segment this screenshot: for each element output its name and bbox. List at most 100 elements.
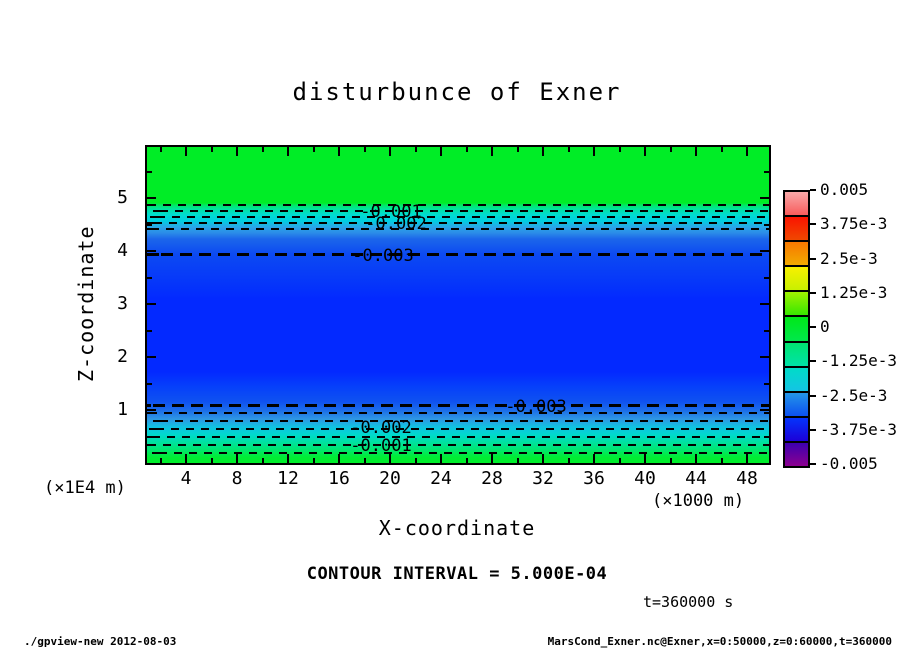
x-axis-minor-tick — [312, 458, 315, 463]
x-axis-title: X-coordinate — [378, 516, 536, 540]
contour-label: -0.003 — [505, 397, 567, 417]
x-axis-major-tick — [287, 147, 289, 156]
x-axis-major-tick — [338, 147, 340, 156]
z-axis-major-tick — [147, 303, 156, 305]
colorbar-segment — [785, 192, 808, 216]
contour-label: -0.001 — [360, 202, 422, 222]
x-axis-minor-tick — [159, 458, 162, 463]
z-tick-label: 5 — [117, 187, 128, 208]
contour-line — [147, 404, 769, 407]
x-axis-major-tick — [440, 454, 442, 463]
x-axis-major-tick — [389, 147, 391, 156]
colorbar-tick — [810, 257, 816, 260]
x-axis-minor-tick — [414, 458, 417, 463]
z-axis-minor-tick — [764, 435, 769, 438]
colorbar — [783, 190, 810, 468]
z-axis-major-tick — [760, 197, 769, 199]
x-tick-label: 32 — [532, 468, 554, 489]
colorbar-segment — [785, 265, 808, 291]
x-tick-label: 28 — [481, 468, 503, 489]
x-axis-minor-tick — [159, 147, 162, 152]
x-tick-label: 44 — [685, 468, 707, 489]
contour-line — [147, 210, 769, 212]
colorbar-tick — [810, 463, 816, 465]
x-axis-minor-tick — [720, 458, 723, 463]
colorbar-tick-label: 2.5e-3 — [820, 248, 878, 268]
colorbar-segment — [785, 290, 808, 316]
x-tick-label: 12 — [277, 468, 299, 489]
z-tick-label: 2 — [117, 346, 128, 367]
z-axis-minor-tick — [764, 382, 769, 385]
x-axis-minor-tick — [465, 458, 468, 463]
colorbar-tick — [810, 428, 816, 431]
x-axis-minor-tick — [618, 147, 621, 152]
colorbar-segment — [785, 340, 808, 366]
colorbar-tick-label: -1.25e-3 — [820, 351, 898, 371]
contour-line — [147, 428, 769, 430]
x-axis-major-tick — [746, 147, 748, 156]
x-axis-major-tick — [542, 147, 544, 156]
x-axis-minor-tick — [465, 147, 468, 152]
z-axis-major-tick — [147, 356, 156, 358]
footer-data-source: MarsCond_Exner.nc@Exner,x=0:50000,z=0:60… — [547, 635, 892, 648]
contour-line — [147, 216, 769, 218]
x-axis-minor-tick — [363, 147, 366, 152]
x-axis-major-tick — [338, 454, 340, 463]
x-axis-major-tick — [644, 147, 646, 156]
contour-line — [147, 420, 769, 422]
z-axis-minor-tick — [764, 329, 769, 332]
x-axis-unit: (×1000 m) — [652, 491, 745, 511]
x-axis-major-tick — [491, 147, 493, 156]
colorbar-tick — [810, 394, 816, 397]
z-axis-major-tick — [760, 356, 769, 358]
z-axis-unit: (×1E4 m) — [44, 478, 126, 498]
x-axis-major-tick — [542, 454, 544, 463]
footer-tool-version: ./gpview-new 2012-08-03 — [24, 635, 177, 648]
z-axis-minor-tick — [147, 382, 152, 385]
x-axis-major-tick — [593, 454, 595, 463]
colorbar-tick-label: -0.005 — [820, 454, 878, 473]
z-axis-major-tick — [147, 197, 156, 199]
x-axis-major-tick — [440, 147, 442, 156]
x-axis-major-tick — [185, 147, 187, 156]
colorbar-tick — [810, 189, 816, 191]
x-tick-label: 4 — [180, 468, 192, 489]
x-axis-minor-tick — [669, 147, 672, 152]
colorbar-tick — [810, 326, 816, 328]
x-axis-minor-tick — [261, 458, 264, 463]
colorbar-tick — [810, 360, 816, 363]
x-axis-major-tick — [236, 147, 238, 156]
x-axis-major-tick — [389, 454, 391, 463]
x-axis-major-tick — [287, 454, 289, 463]
contour-line — [147, 253, 769, 256]
x-axis-minor-tick — [210, 458, 213, 463]
x-axis-major-tick — [491, 454, 493, 463]
x-axis-minor-tick — [210, 147, 213, 152]
contour-line — [147, 412, 769, 414]
x-axis-minor-tick — [363, 458, 366, 463]
colorbar-tick-label: 0.005 — [820, 180, 869, 199]
contour-line — [147, 452, 769, 454]
x-axis-major-tick — [746, 454, 748, 463]
x-axis-major-tick — [644, 454, 646, 463]
colorbar-tick-label: 0 — [820, 317, 830, 336]
x-axis-major-tick — [593, 147, 595, 156]
contour-label: -0.001 — [350, 436, 412, 456]
z-axis-minor-tick — [147, 329, 152, 332]
contour-label: -0.002 — [350, 418, 412, 438]
x-axis-minor-tick — [516, 147, 519, 152]
contour-line — [147, 228, 769, 230]
z-axis-major-tick — [147, 250, 156, 252]
z-axis-minor-tick — [147, 276, 152, 279]
x-tick-label: 8 — [231, 468, 243, 489]
z-axis-minor-tick — [147, 223, 152, 226]
x-axis-minor-tick — [567, 458, 570, 463]
x-axis-minor-tick — [618, 458, 621, 463]
colorbar-segment — [785, 315, 808, 341]
colorbar-tick-label: 1.25e-3 — [820, 282, 888, 302]
x-axis-minor-tick — [720, 147, 723, 152]
z-axis-minor-tick — [764, 276, 769, 279]
colorbar-tick — [810, 291, 816, 294]
z-axis-major-tick — [147, 409, 156, 411]
